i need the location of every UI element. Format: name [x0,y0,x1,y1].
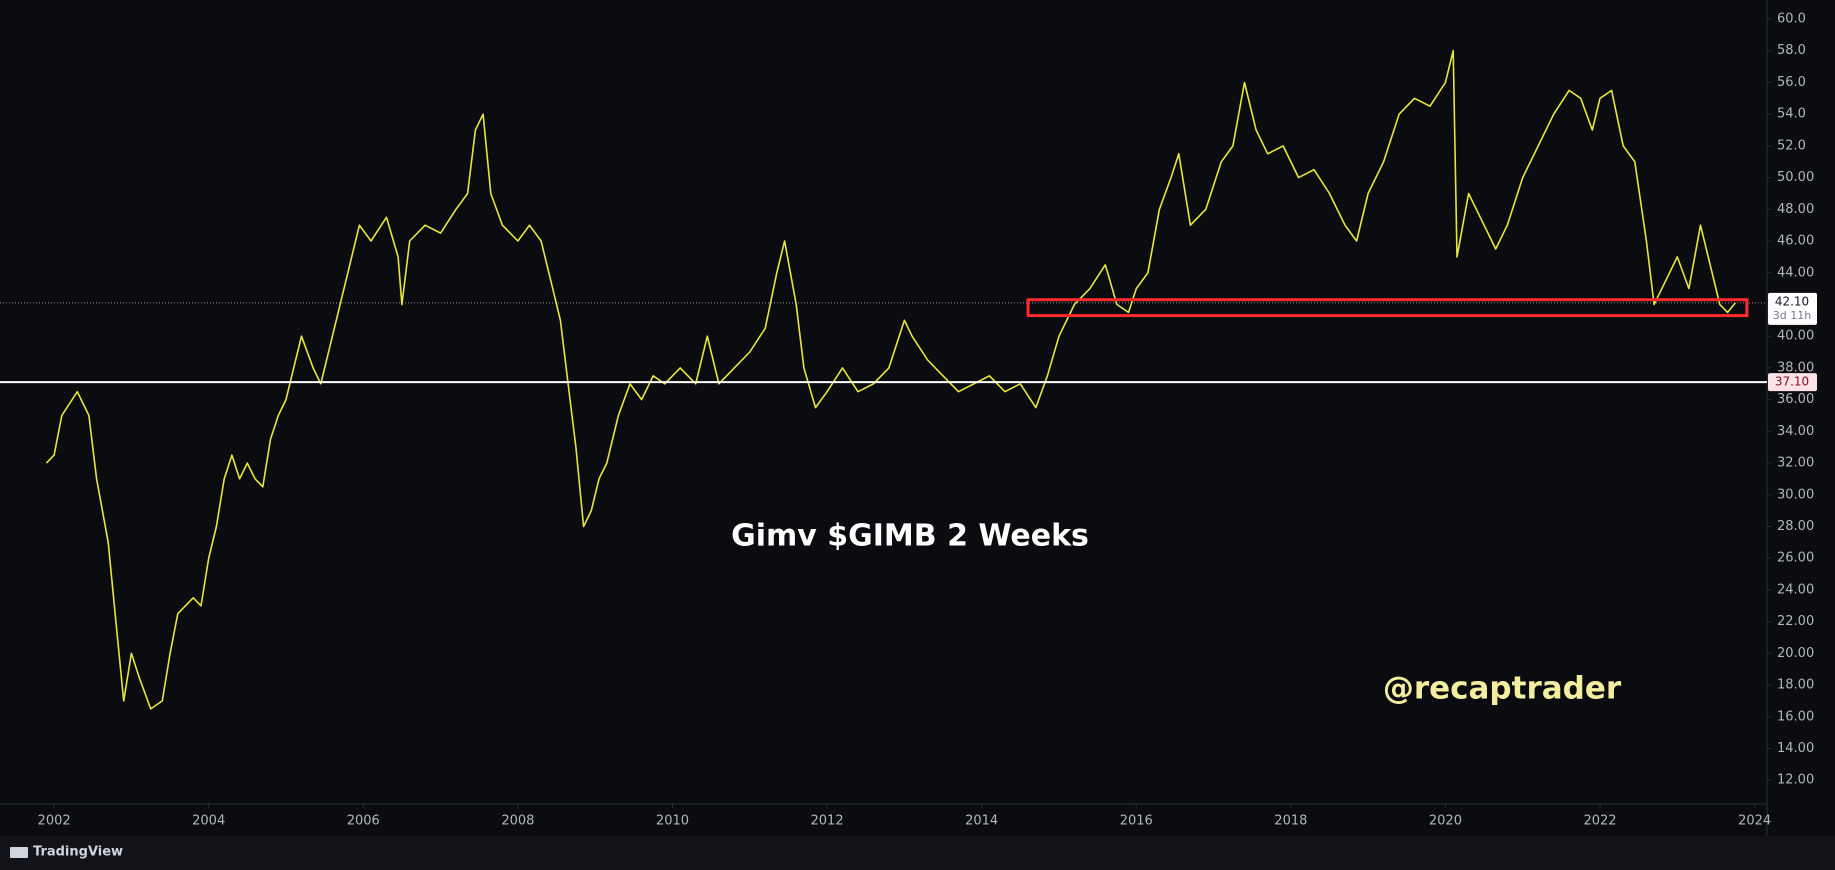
y-tick-label: 48.00 [1777,202,1814,217]
last-price-label: 42.10 [1775,294,1809,308]
y-tick-label: 58.0 [1777,43,1806,58]
y-tick-label: 34.00 [1777,424,1814,439]
y-tick-label: 16.00 [1777,709,1814,724]
y-tick-label: 26.00 [1777,551,1814,566]
x-tick-label: 2016 [1120,814,1153,829]
x-tick-label: 2014 [965,814,998,829]
y-tick-label: 54.0 [1777,107,1806,122]
y-tick-label: 40.00 [1777,329,1814,344]
watermark: @recaptrader [1383,671,1622,707]
y-tick-label: 32.00 [1777,456,1814,471]
y-tick-label: 30.00 [1777,487,1814,502]
y-tick-label: 20.00 [1777,646,1814,661]
y-tick-label: 18.00 [1777,678,1814,693]
y-tick-label: 28.00 [1777,519,1814,534]
y-tick-label: 50.00 [1777,170,1814,185]
x-tick-label: 2022 [1583,814,1616,829]
brand-logo: TradingView [10,845,123,860]
y-tick-label: 52.0 [1777,138,1806,153]
footer-bar [0,836,1835,870]
x-tick-label: 2004 [192,814,225,829]
y-tick-label: 24.00 [1777,582,1814,597]
x-tick-label: 2002 [38,814,71,829]
y-tick-label: 14.00 [1777,741,1814,756]
brand-name: TradingView [33,845,123,860]
y-tick-label: 46.00 [1777,234,1814,249]
y-tick-label: 36.00 [1777,392,1814,407]
support-zone [1026,298,1749,318]
y-tick-label: 56.0 [1777,75,1806,90]
x-tick-label: 2006 [347,814,380,829]
x-tick-label: 2008 [501,814,534,829]
x-tick-label: 2020 [1429,814,1462,829]
x-tick-label: 2018 [1274,814,1307,829]
x-tick-label: 2010 [656,814,689,829]
chart-title: Gimv $GIMB 2 Weeks [731,519,1089,554]
price-line [45,49,1736,710]
y-tick-label: 22.00 [1777,614,1814,629]
x-tick-label: 2024 [1738,814,1771,829]
countdown-label: 3d 11h [1773,309,1811,322]
x-tick-label: 2012 [811,814,844,829]
y-tick-label: 60.0 [1777,12,1806,27]
support-label-box [1768,373,1817,392]
y-tick-label: 12.00 [1777,773,1814,788]
support-label: 37.10 [1775,375,1809,389]
y-tick-label: 38.00 [1777,360,1814,375]
y-tick-label: 44.00 [1777,265,1814,280]
last-price-box [1768,292,1817,325]
